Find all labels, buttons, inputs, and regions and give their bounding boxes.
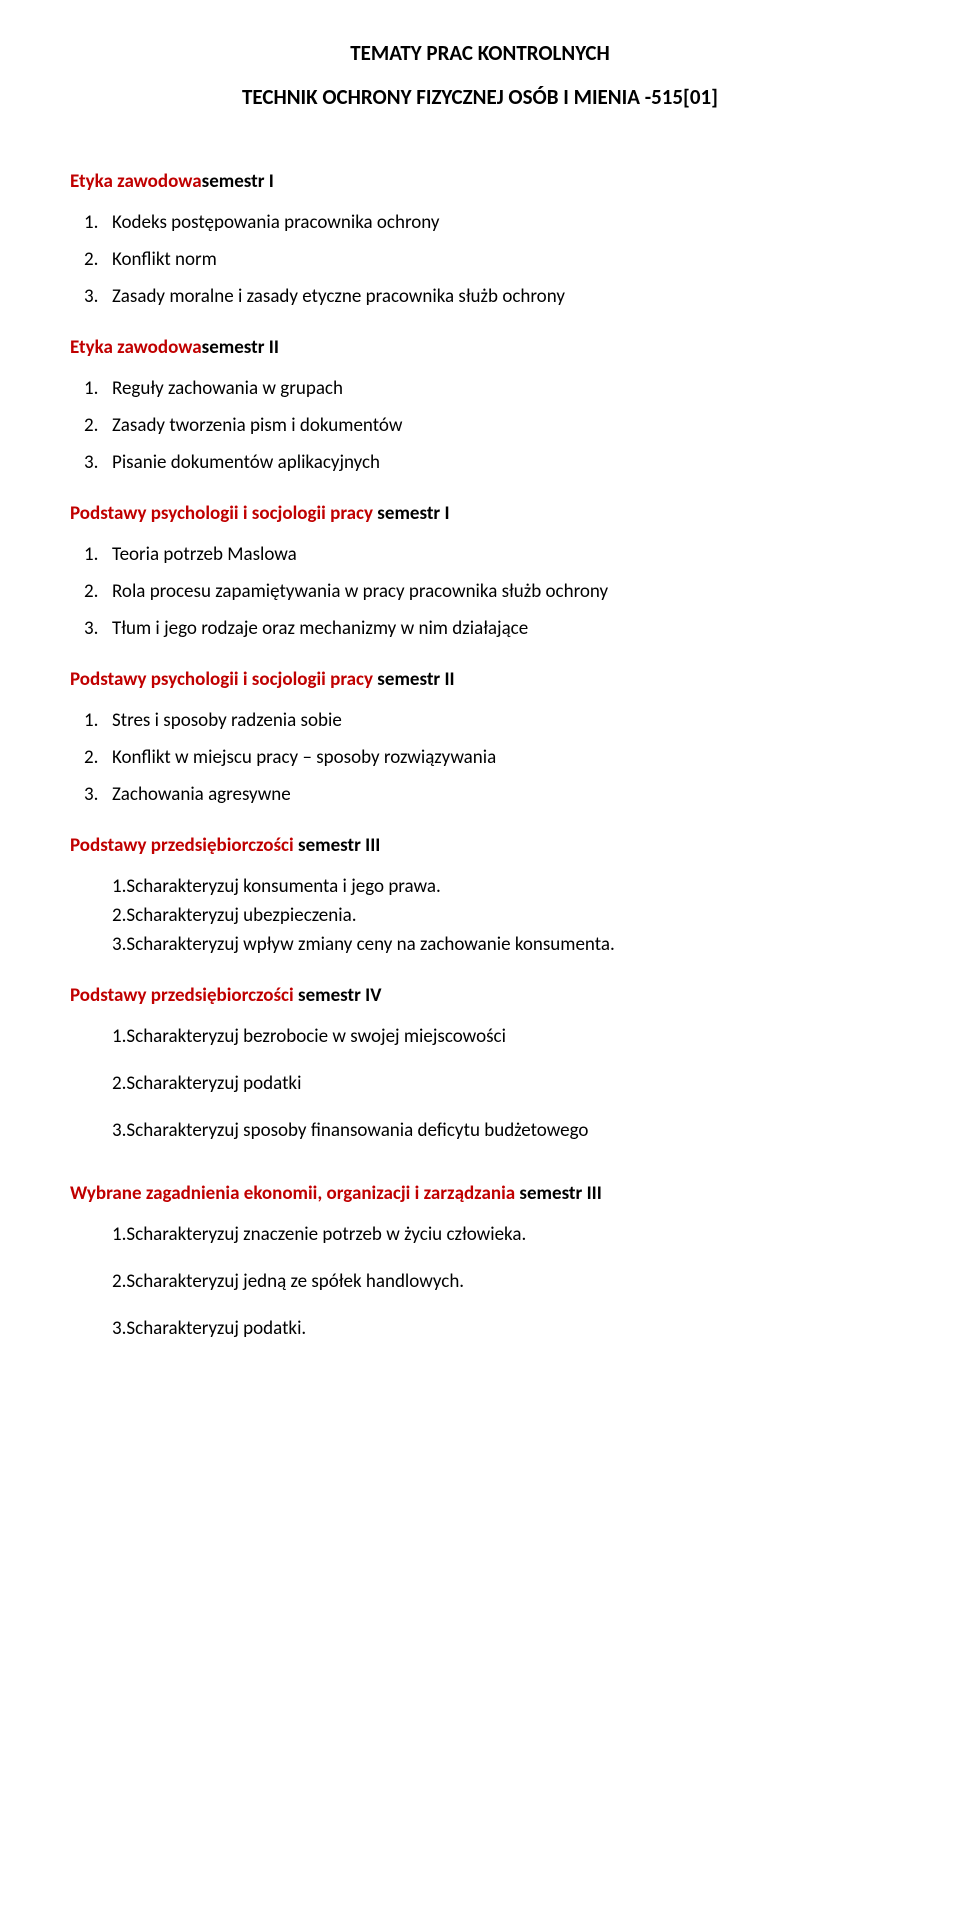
list-item: 1.Scharakteryzuj znaczenie potrzeb w życ… (112, 1223, 890, 1246)
section-heading-6: Wybrane zagadnienia ekonomii, organizacj… (70, 1182, 890, 1205)
section-heading-5: Podstawy przedsiębiorczości semestr IV (70, 984, 890, 1007)
section-heading-2: Podstawy psychologii i socjologii pracy … (70, 502, 890, 525)
list-item: 2.Scharakteryzuj jedną ze spółek handlow… (112, 1270, 890, 1293)
list-item: Zachowania agresywne (112, 783, 890, 806)
list-item: Reguły zachowania w grupach (112, 377, 890, 400)
list-item: Tłum i jego rodzaje oraz mechanizmy w ni… (112, 617, 890, 640)
list-item: Kodeks postępowania pracownika ochrony (112, 211, 890, 234)
section-list-3: Stres i sposoby radzenia sobie Konflikt … (70, 709, 890, 806)
section-subject: Wybrane zagadnienia ekonomii, organizacj… (70, 1182, 515, 1205)
section-list-2: Teoria potrzeb Maslowa Rola procesu zapa… (70, 543, 890, 640)
list-item: Zasady tworzenia pism i dokumentów (112, 414, 890, 437)
section-subject: Etyka zawodowa (70, 170, 202, 193)
section-heading-0: Etyka zawodowasemestr I (70, 170, 890, 193)
list-item: 2.Scharakteryzuj ubezpieczenia. (112, 904, 890, 927)
section-semester: semestr IV (298, 984, 381, 1007)
section-heading-1: Etyka zawodowasemestr II (70, 336, 890, 359)
section-subject: Podstawy psychologii i socjologii pracy (70, 502, 377, 525)
document-page: TEMATY PRAC KONTROLNYCH TECHNIK OCHRONY … (0, 0, 960, 1424)
section-list-5: 1.Scharakteryzuj bezrobocie w swojej mie… (70, 1025, 890, 1142)
list-item: 1.Scharakteryzuj bezrobocie w swojej mie… (112, 1025, 890, 1048)
list-item: Stres i sposoby radzenia sobie (112, 709, 890, 732)
list-item: 3.Scharakteryzuj podatki. (112, 1317, 890, 1340)
list-item: Rola procesu zapamiętywania w pracy prac… (112, 580, 890, 603)
section-semester: semestr III (515, 1182, 602, 1205)
section-subject: Podstawy przedsiębiorczości (70, 984, 298, 1007)
section-heading-3: Podstawy psychologii i socjologii pracy … (70, 668, 890, 691)
section-list-0: Kodeks postępowania pracownika ochrony K… (70, 211, 890, 308)
section-semester: semestr II (377, 668, 454, 691)
list-item: 2.Scharakteryzuj podatki (112, 1072, 890, 1095)
page-title-line2: TECHNIK OCHRONY FIZYCZNEJ OSÓB I MIENIA … (70, 84, 890, 110)
list-item: 3.Scharakteryzuj sposoby finansowania de… (112, 1119, 890, 1142)
list-item: 3.Scharakteryzuj wpływ zmiany ceny na za… (112, 933, 890, 956)
section-heading-4: Podstawy przedsiębiorczości semestr III (70, 834, 890, 857)
page-title-line1: TEMATY PRAC KONTROLNYCH (70, 40, 890, 66)
section-semester: semestr III (298, 834, 380, 857)
section-list-1: Reguły zachowania w grupach Zasady tworz… (70, 377, 890, 474)
section-semester: semestr I (377, 502, 449, 525)
section-subject: Podstawy psychologii i socjologii pracy (70, 668, 377, 691)
section-subject: Etyka zawodowa (70, 336, 202, 359)
section-subject: Podstawy przedsiębiorczości (70, 834, 298, 857)
section-semester: semestr II (202, 336, 279, 359)
section-list-6: 1.Scharakteryzuj znaczenie potrzeb w życ… (70, 1223, 890, 1340)
section-list-4: 1.Scharakteryzuj konsumenta i jego prawa… (70, 875, 890, 956)
list-item: Konflikt w miejscu pracy – sposoby rozwi… (112, 746, 890, 769)
list-item: 1.Scharakteryzuj konsumenta i jego prawa… (112, 875, 890, 898)
section-semester: semestr I (202, 170, 274, 193)
list-item: Teoria potrzeb Maslowa (112, 543, 890, 566)
list-item: Pisanie dokumentów aplikacyjnych (112, 451, 890, 474)
list-item: Konflikt norm (112, 248, 890, 271)
list-item: Zasady moralne i zasady etyczne pracowni… (112, 285, 890, 308)
